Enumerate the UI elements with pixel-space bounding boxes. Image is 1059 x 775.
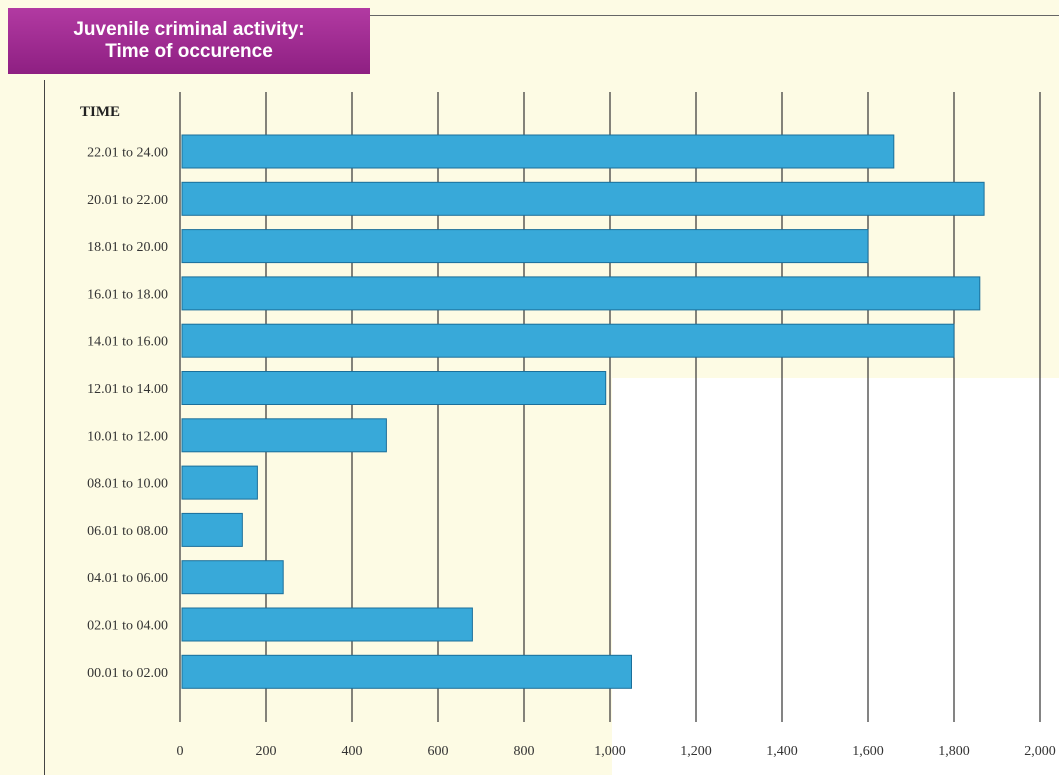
category-label-10: 02.01 to 04.00 [87, 619, 168, 634]
bar-11 [181, 654, 632, 689]
x-tick-label-7: 1,400 [766, 744, 798, 759]
chart-title-line-2: Time of occurence [105, 41, 273, 62]
category-label-6: 10.01 to 12.00 [87, 429, 168, 444]
chart-title-line-1: Juvenile criminal activity: [73, 19, 305, 40]
chart-title-box: Juvenile criminal activity: Time of occu… [8, 8, 370, 74]
x-tick-label-4: 800 [514, 744, 535, 759]
bar-8 [181, 512, 243, 547]
x-tick-label-2: 400 [342, 744, 363, 759]
bar-1 [181, 181, 985, 216]
bar-5 [181, 371, 607, 405]
bar-0 [181, 134, 895, 169]
bar-3 [181, 276, 981, 311]
bar-7 [181, 465, 258, 500]
category-label-5: 12.01 to 14.00 [87, 382, 168, 397]
bar-6 [181, 418, 387, 453]
x-tick-label-1: 200 [256, 744, 277, 759]
x-tick-label-9: 1,800 [938, 744, 970, 759]
top-border-line [355, 15, 1059, 16]
x-tick-label-5: 1,000 [594, 744, 626, 759]
category-label-9: 04.01 to 06.00 [87, 571, 168, 586]
x-tick-label-3: 600 [428, 744, 449, 759]
x-tick-label-8: 1,600 [852, 744, 884, 759]
category-label-0: 22.01 to 24.00 [87, 146, 168, 161]
bar-2 [181, 229, 869, 264]
left-border-line [44, 80, 45, 775]
x-tick-label-6: 1,200 [680, 744, 712, 759]
y-axis-header: TIME [80, 104, 121, 120]
category-label-8: 06.01 to 08.00 [87, 524, 168, 539]
category-label-4: 14.01 to 16.00 [87, 335, 168, 350]
category-label-1: 20.01 to 22.00 [87, 193, 168, 208]
category-label-2: 18.01 to 20.00 [87, 240, 168, 255]
bar-10 [181, 607, 473, 642]
bar-9 [181, 560, 284, 595]
category-label-7: 08.01 to 10.00 [87, 477, 168, 492]
x-tick-label-0: 0 [177, 744, 184, 759]
bar-4 [181, 323, 955, 358]
category-label-11: 00.01 to 02.00 [87, 666, 168, 681]
category-label-3: 16.01 to 18.00 [87, 287, 168, 302]
x-tick-label-10: 2,000 [1024, 744, 1056, 759]
